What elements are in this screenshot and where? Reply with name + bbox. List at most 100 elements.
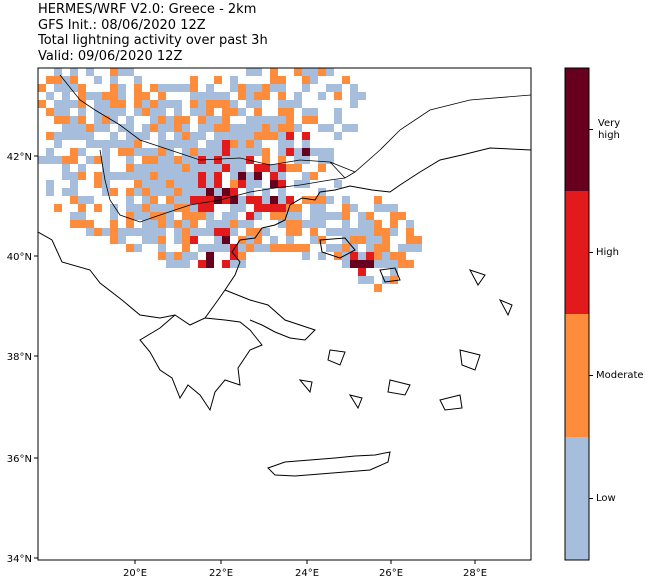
lightning-cell <box>342 228 350 236</box>
lightning-cell <box>126 172 134 180</box>
lightning-cell <box>214 228 222 236</box>
lightning-cell <box>54 204 62 212</box>
lightning-cell <box>166 84 174 92</box>
lightning-cell <box>230 148 238 156</box>
lightning-cell <box>86 124 94 132</box>
lightning-cell <box>118 236 126 244</box>
lightning-cell <box>206 196 214 204</box>
lightning-cell <box>326 148 334 156</box>
lightning-cell <box>286 220 294 228</box>
lightning-cell <box>206 164 214 172</box>
lightning-cell <box>358 212 366 220</box>
lightning-cell <box>142 132 150 140</box>
lightning-cell <box>326 156 334 164</box>
lightning-cell <box>142 156 150 164</box>
lightning-cell <box>198 244 206 252</box>
lightning-cell <box>278 164 286 172</box>
lightning-cell <box>214 92 222 100</box>
lightning-cell <box>62 164 70 172</box>
lightning-cell <box>294 180 302 188</box>
lightning-cell <box>190 76 198 84</box>
lightning-cell <box>286 132 294 140</box>
lightning-cell <box>78 172 86 180</box>
lightning-cell <box>134 244 142 252</box>
colorbar-label: Very high <box>597 117 621 141</box>
lightning-cell <box>302 148 310 156</box>
lightning-cell <box>270 172 278 180</box>
lightning-cell <box>70 76 78 84</box>
lightning-cell <box>334 212 342 220</box>
lightning-cell <box>222 108 230 116</box>
lightning-cell <box>190 180 198 188</box>
lightning-cell <box>54 116 62 124</box>
title-line-init: GFS Init.: 08/06/2020 12Z <box>38 17 206 33</box>
lightning-cell <box>206 140 214 148</box>
lightning-cell <box>134 148 142 156</box>
lightning-cell <box>174 132 182 140</box>
lightning-cell <box>262 84 270 92</box>
lightning-cell <box>158 140 166 148</box>
lightning-cell <box>174 196 182 204</box>
lightning-cell <box>254 196 262 204</box>
lightning-cell <box>230 164 238 172</box>
lightning-cell <box>278 132 286 140</box>
lightning-cell <box>110 172 118 180</box>
lightning-cell <box>382 204 390 212</box>
lightning-cell <box>166 260 174 268</box>
lightning-cell <box>246 100 254 108</box>
lightning-cell <box>198 116 206 124</box>
lightning-cell <box>150 84 158 92</box>
lightning-cell <box>270 132 278 140</box>
lightning-cell <box>190 156 198 164</box>
lightning-cell <box>158 244 166 252</box>
lightning-cell <box>374 220 382 228</box>
lightning-cell <box>270 244 278 252</box>
lightning-cell <box>342 212 350 220</box>
lightning-cell <box>350 100 358 108</box>
lightning-cell <box>374 236 382 244</box>
lightning-cell <box>142 236 150 244</box>
lightning-cell <box>238 180 246 188</box>
lightning-cell <box>254 140 262 148</box>
lightning-cell <box>270 204 278 212</box>
lightning-cell <box>134 92 142 100</box>
lightning-cell <box>366 276 374 284</box>
lightning-cell <box>158 84 166 92</box>
lightning-cell <box>142 108 150 116</box>
lightning-cell <box>206 108 214 116</box>
lightning-cell <box>134 204 142 212</box>
lightning-cell <box>326 228 334 236</box>
lightning-cell <box>54 108 62 116</box>
lightning-cell <box>254 244 262 252</box>
lightning-cell <box>302 116 310 124</box>
lightning-cell <box>110 68 118 76</box>
lightning-cell <box>94 156 102 164</box>
lightning-cell <box>190 212 198 220</box>
lon-tick-label: 22°E <box>209 568 233 579</box>
lightning-cell <box>334 180 342 188</box>
lightning-cell <box>54 132 62 140</box>
lightning-cell <box>358 228 366 236</box>
lightning-cell <box>110 212 118 220</box>
lightning-cell <box>190 140 198 148</box>
lightning-cell <box>102 228 110 236</box>
lightning-cell <box>326 84 334 92</box>
lightning-cell <box>342 196 350 204</box>
lightning-cell <box>150 156 158 164</box>
lightning-cell <box>358 220 366 228</box>
lightning-cell <box>190 164 198 172</box>
lightning-cell <box>254 116 262 124</box>
lightning-cell <box>126 212 134 220</box>
lightning-cell <box>390 204 398 212</box>
lightning-cell <box>126 196 134 204</box>
lightning-cell <box>222 156 230 164</box>
lightning-cell <box>342 76 350 84</box>
lightning-cell <box>318 124 326 132</box>
borders <box>59 74 531 223</box>
lightning-cell <box>350 236 358 244</box>
lightning-cell <box>102 164 110 172</box>
lightning-cell <box>54 84 62 92</box>
lightning-cell <box>62 132 70 140</box>
lightning-cell <box>166 196 174 204</box>
lightning-cell <box>86 228 94 236</box>
